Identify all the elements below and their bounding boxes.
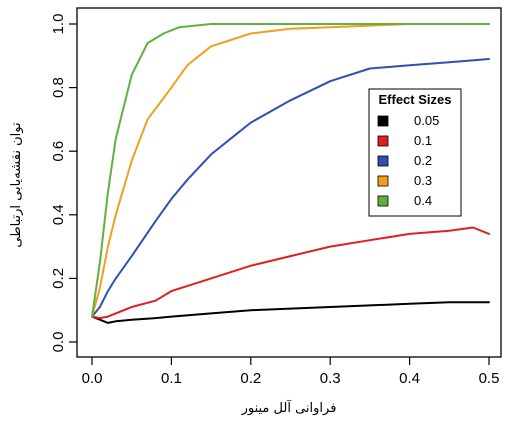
legend-label-0.2: 0.2 xyxy=(414,153,432,168)
legend-swatch-0.4 xyxy=(377,195,389,207)
x-tick-label: 0.2 xyxy=(240,370,261,387)
legend-swatch-0.2 xyxy=(377,155,389,167)
y-tick-label: 0.4 xyxy=(50,204,67,225)
series-line-0.2 xyxy=(91,58,490,318)
x-axis: 0.0 0.1 0.2 0.3 0.4 0.5 xyxy=(82,357,500,387)
series-line-0.4 xyxy=(91,23,490,318)
legend-label-0.4: 0.4 xyxy=(414,193,432,208)
y-axis-title: توان نقشه‌یابی ارتباطی xyxy=(9,122,24,248)
legend: Effect Sizes 0.05 0.1 0.2 0.3 0.4 xyxy=(368,88,462,217)
y-tick-label: 1.0 xyxy=(50,14,67,35)
x-tick-label: 0.3 xyxy=(320,370,341,387)
legend-label-0.1: 0.1 xyxy=(414,133,432,148)
legend-label-0.3: 0.3 xyxy=(414,173,432,188)
legend-swatch-0.3 xyxy=(377,175,389,187)
x-tick-label: 0.4 xyxy=(399,370,420,387)
x-tick-label: 0.1 xyxy=(161,370,182,387)
x-axis-title: فراوانی آلل مینور xyxy=(241,399,337,416)
series-line-0.05 xyxy=(91,301,490,324)
y-tick-label: 0.8 xyxy=(50,77,67,98)
x-tick-label: 0.0 xyxy=(82,370,103,387)
y-axis: 0.0 0.2 0.4 0.6 0.8 1.0 xyxy=(50,14,77,353)
legend-label-0.05: 0.05 xyxy=(414,113,439,128)
series-layer xyxy=(91,23,490,324)
legend-swatch-0.05 xyxy=(377,115,389,127)
y-tick-label: 0.0 xyxy=(50,332,67,353)
y-tick-label: 0.2 xyxy=(50,268,67,289)
legend-box xyxy=(368,88,462,217)
x-tick-label: 0.5 xyxy=(479,370,500,387)
series-line-0.3 xyxy=(91,23,490,318)
y-tick-label: 0.6 xyxy=(50,141,67,162)
legend-title: Effect Sizes xyxy=(379,92,452,107)
legend-swatch-0.1 xyxy=(377,135,389,147)
series-line-0.1 xyxy=(91,226,490,320)
plot-frame xyxy=(76,7,502,358)
